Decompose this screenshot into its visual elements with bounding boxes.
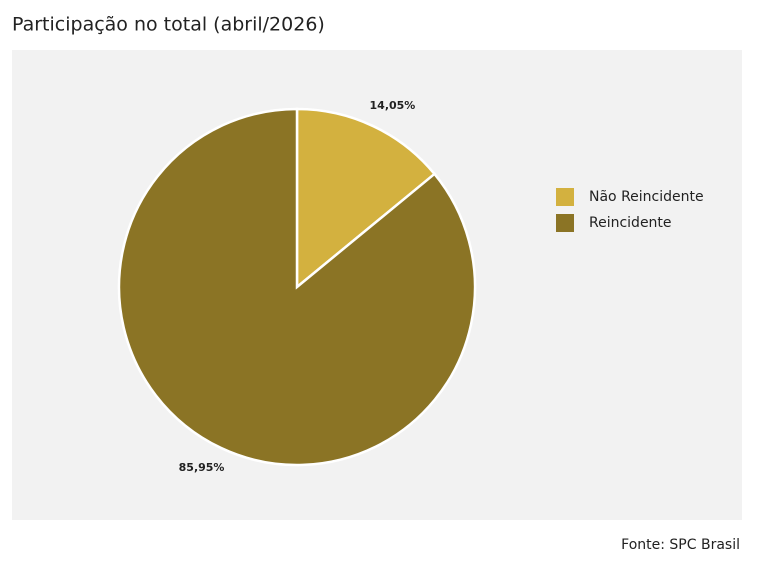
chart-title: Participação no total (abril/2026) [12, 14, 325, 36]
pie-slice [295, 107, 437, 290]
legend-swatch [556, 214, 574, 232]
legend-label: Reincidente [589, 215, 672, 231]
data-label: 85,95% [179, 461, 225, 474]
legend-swatch [556, 188, 574, 206]
pie-slice [117, 107, 477, 467]
source: Fonte: SPC Brasil [621, 537, 740, 553]
legend-label: Não Reincidente [589, 189, 704, 205]
data-label: 14,05% [370, 99, 416, 112]
